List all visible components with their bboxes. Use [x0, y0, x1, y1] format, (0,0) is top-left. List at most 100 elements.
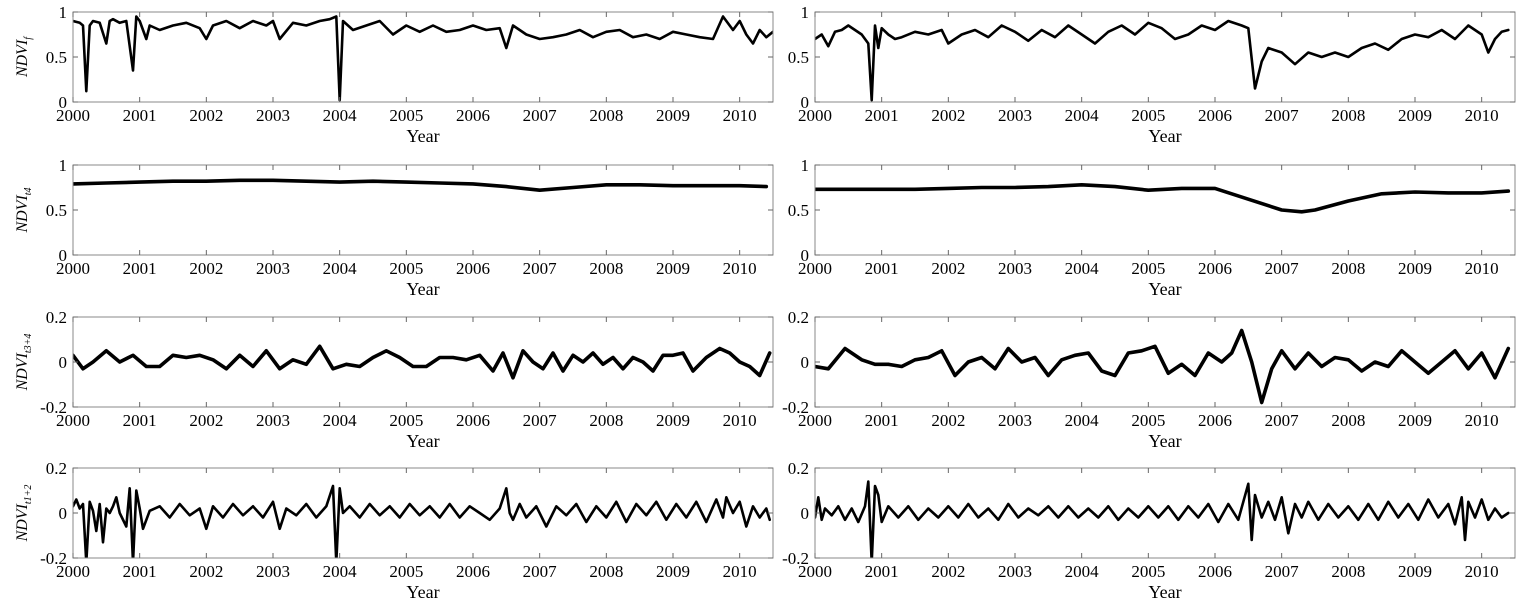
panel-r1c2-x-tick-label: 2009 [1398, 106, 1432, 125]
panel-r2c2-x-tick-label: 2008 [1331, 259, 1365, 278]
panel-r2c1-x-tick-label: 2005 [389, 259, 423, 278]
panel-r4c2: 2000 2001 2002 2003 2004 2005 2006 2007 2008 2009… [782, 459, 1516, 602]
panel-r3c2-x-tick-label: 2010 [1465, 411, 1499, 430]
panel-r3c1-frame [72, 316, 774, 408]
panel-r2c1-x-tick-label: 2006 [456, 259, 490, 278]
panel-r4c1-x-tick-label: 2009 [656, 562, 690, 581]
panel-r3c1-y-axis-title: NDVIt3+4 [14, 334, 34, 392]
panel-r1c1-x-tick-label: 2000 [56, 106, 90, 125]
panel-r1c2-x-tick-label: 2001 [865, 106, 899, 125]
panel-r3c2-x-tick-label: 2007 [1265, 411, 1300, 430]
panel-r4c2-y-tick-label: 0 [801, 504, 810, 523]
panel-r3c1-x-tick-label: 2009 [656, 411, 690, 430]
panel-r3c1-x-tick-label: 2001 [123, 411, 157, 430]
panel-r4c1-x-tick-label: 2010 [723, 562, 757, 581]
panel-r4c1-x-tick-label: 2003 [256, 562, 290, 581]
panel-r2c1-x-tick-label: 2004 [323, 259, 358, 278]
panel-r1c2-x-tick-label: 2006 [1198, 106, 1232, 125]
panel-r2c2-series-line [815, 183, 1511, 214]
panel-r1c2: 2000 2001 2002 2003 2004 2005 2006 2007 2008 2009… [788, 3, 1516, 146]
panel-r3c2-x-tick-label: 2004 [1065, 411, 1100, 430]
panel-r1c2-frame [814, 11, 1516, 103]
panel-r1c2-x-tick-label: 2004 [1065, 106, 1100, 125]
panel-r2c1-x-tick-label: 2010 [723, 259, 757, 278]
panel-r2c2-x-tick-label: 2006 [1198, 259, 1232, 278]
panel-r1c1-y-axis-title-sub: f [23, 36, 34, 40]
panel-r2c1-series-line [73, 178, 769, 192]
panel-r2c2-x-tick-label: 2007 [1265, 259, 1300, 278]
panel-r4c1-x-tick-label: 2005 [389, 562, 423, 581]
panel-r4c1-x-tick-label: 2007 [523, 562, 558, 581]
panel-r1c1-series-line [73, 15, 773, 102]
panel-r2c1-y-axis-title-sub: t4 [23, 187, 34, 195]
panel-r4c1-x-tick-label: 2006 [456, 562, 490, 581]
panel-r3c1-y-tick-label: 0 [59, 353, 68, 372]
panel-r3c2-y-tick-label: 0 [801, 353, 810, 372]
panel-r1c2-y-tick-label: 1 [801, 3, 810, 22]
panel-r3c1-y-axis-title-sub: t3+4 [23, 334, 34, 354]
panel-r3c1: 2000 2001 2002 2003 2004 2005 2006 2007 2008 2009… [14, 308, 774, 451]
panel-r1c2-x-tick-label: 2003 [998, 106, 1032, 125]
panel-r1c1-x-tick-label: 2004 [323, 106, 358, 125]
panel-r3c1-x-tick-label: 2000 [56, 411, 90, 430]
panel-r4c2-x-axis-title: Year [1148, 582, 1181, 602]
panel-r3c2-y-tick-label: 0.2 [788, 308, 809, 327]
panel-r2c2-x-axis-title: Year [1148, 279, 1181, 299]
panel-r3c2-x-tick-label: 2005 [1131, 411, 1165, 430]
panel-r3c1-y-tick-label: 0.2 [46, 308, 67, 327]
panel-r3c1-x-tick-label: 2008 [589, 411, 623, 430]
panel-r3c2-x-tick-label: 2008 [1331, 411, 1365, 430]
panel-r1c1-x-axis-title: Year [406, 126, 439, 146]
panel-r1c1-x-tick-label: 2007 [523, 106, 558, 125]
panel-r4c1-y-axis-title: NDVIt1+2 [14, 485, 34, 543]
panel-r3c1-y-axis-title-main: NDVI [14, 352, 31, 391]
panel-r4c1-x-tick-label: 2002 [189, 562, 223, 581]
panel-r4c1-y-axis-title-sub: t1+2 [23, 485, 34, 505]
panel-r2c1-x-tick-label: 2007 [523, 259, 558, 278]
panel-r2c2-x-tick-label: 2000 [798, 259, 832, 278]
panel-r1c1-y-axis-title-main: NDVI [14, 39, 31, 78]
panel-r4c2-y-tick-label: -0.2 [782, 549, 809, 568]
panel-r2c2-x-tick-label: 2002 [931, 259, 965, 278]
panel-r1c2-x-axis-title: Year [1148, 126, 1181, 146]
panel-r4c1-x-tick-label: 2004 [323, 562, 358, 581]
panel-r4c1-y-axis-title-main: NDVI [14, 503, 31, 542]
panel-r3c1-y-tick-label: -0.2 [40, 398, 67, 417]
panel-r3c1-x-tick-label: 2007 [523, 411, 558, 430]
panel-r4c2-x-tick-label: 2007 [1265, 562, 1300, 581]
panel-r4c1-x-tick-label: 2001 [123, 562, 157, 581]
panel-r3c2-x-tick-label: 2009 [1398, 411, 1432, 430]
panel-r1c2-y-tick-label: 0 [801, 93, 810, 112]
panel-r4c2-frame [814, 467, 1516, 559]
panel-r1c1: 2000 2001 2002 2003 2004 2005 2006 2007 2008 2009… [14, 3, 774, 146]
panel-r3c2-x-axis-title: Year [1148, 431, 1181, 451]
panel-r1c1-x-tick-label: 2009 [656, 106, 690, 125]
panel-r3c2-x-tick-label: 2003 [998, 411, 1032, 430]
panel-r4c2-x-tick-label: 2000 [798, 562, 832, 581]
panel-r3c1-x-tick-label: 2005 [389, 411, 423, 430]
panel-r2c2-y-tick-label: 1 [801, 156, 810, 175]
panel-r2c1-x-tick-label: 2002 [189, 259, 223, 278]
panel-r3c1-x-tick-label: 2003 [256, 411, 290, 430]
panel-r4c1-y-tick-label: 0 [59, 504, 68, 523]
panel-r3c1-x-tick-label: 2010 [723, 411, 757, 430]
panel-r4c1-series-line [73, 484, 771, 558]
panel-r3c1-x-tick-label: 2004 [323, 411, 358, 430]
panel-r4c2-x-tick-label: 2003 [998, 562, 1032, 581]
panel-r1c1-y-tick-label: 0 [59, 93, 68, 112]
panel-r2c2-x-tick-label: 2004 [1065, 259, 1100, 278]
panel-r4c2-x-tick-label: 2001 [865, 562, 899, 581]
panel-r2c2-x-tick-label: 2003 [998, 259, 1032, 278]
panel-r3c1-x-axis-title: Year [406, 431, 439, 451]
panel-r2c2: 2000 2001 2002 2003 2004 2005 2006 2007 2008 2009… [788, 156, 1516, 299]
panel-r2c1-y-tick-label: 1 [59, 156, 68, 175]
panel-r2c2-x-tick-label: 2001 [865, 259, 899, 278]
panel-r3c2-x-tick-label: 2006 [1198, 411, 1232, 430]
panel-r3c2-x-tick-label: 2002 [931, 411, 965, 430]
panel-r1c2-x-tick-label: 2008 [1331, 106, 1365, 125]
panel-r2c2-y-tick-label: 0.5 [788, 201, 809, 220]
panel-r1c1-y-tick-label: 1 [59, 3, 68, 22]
panel-r4c2-x-tick-label: 2009 [1398, 562, 1432, 581]
panel-r1c2-x-tick-label: 2002 [931, 106, 965, 125]
